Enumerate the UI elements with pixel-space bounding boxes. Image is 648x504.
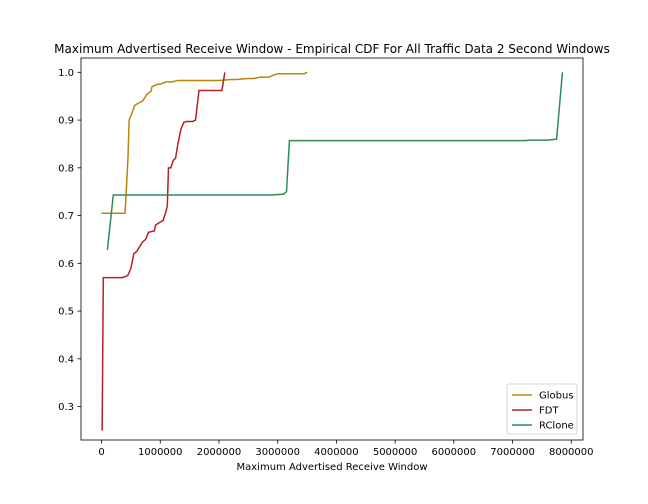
x-axis-label: Maximum Advertised Receive Window (237, 462, 428, 473)
x-tick-label: 1000000 (138, 447, 183, 458)
y-tick-label: 0.9 (58, 116, 74, 127)
x-tick-label: 8000000 (549, 447, 594, 458)
series-line-globus (101, 71, 308, 214)
chart-title: Maximum Advertised Receive Window - Empi… (54, 42, 610, 56)
legend-label-globus: Globus (539, 391, 574, 402)
legend-label-rclone: RClone (539, 421, 574, 432)
x-tick-label: 6000000 (432, 447, 477, 458)
y-tick-label: 0.3 (58, 402, 74, 413)
y-tick-label: 0.6 (58, 259, 74, 270)
legend: Globus FDT RClone (506, 383, 578, 435)
x-tick-label: 7000000 (490, 447, 535, 458)
plot-frame (80, 57, 584, 441)
series-line-fdt (101, 72, 226, 431)
x-tick-label: 3000000 (255, 447, 300, 458)
x-tick-label: 0 (98, 447, 104, 458)
y-tick-label: 0.8 (58, 163, 74, 174)
x-axis: 0 1000000 2000000 3000000 4000000 5000000 6000… (98, 440, 594, 458)
x-tick-label: 4000000 (314, 447, 359, 458)
legend-box (506, 383, 578, 435)
y-tick-label: 0.7 (58, 211, 74, 222)
y-tick-label: 0.4 (58, 354, 74, 365)
series-line-rclone (106, 72, 564, 251)
plot-area (80, 57, 584, 441)
x-tick-label: 5000000 (373, 447, 418, 458)
y-tick-label: 0.5 (58, 307, 74, 318)
y-tick-label: 1.0 (58, 68, 74, 79)
x-tick-label: 2000000 (197, 447, 242, 458)
legend-label-fdt: FDT (539, 406, 559, 417)
y-axis: 0.3 0.4 0.5 0.6 0.7 0.8 0.9 1.0 (58, 68, 81, 413)
